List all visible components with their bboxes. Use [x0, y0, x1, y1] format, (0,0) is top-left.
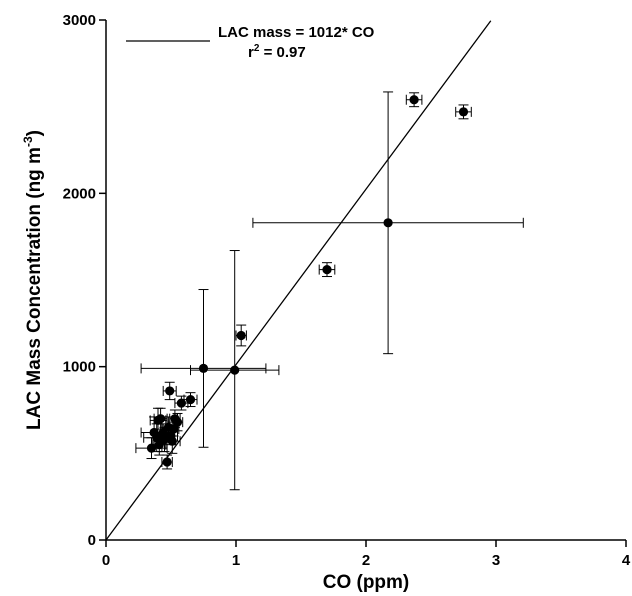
legend-r2-sup: 2	[254, 43, 260, 54]
data-point-group	[174, 395, 189, 411]
data-point	[169, 424, 179, 434]
data-point-group	[235, 324, 247, 347]
legend-r2-suffix: = 0.97	[259, 44, 305, 61]
axis-ticks: 0 1 2 3 4 0 1000 2000 3000	[63, 12, 631, 569]
y-axis-title-sup: -3	[21, 136, 35, 147]
data-point	[322, 265, 332, 275]
data-point	[156, 414, 166, 424]
x-tick-label: 4	[622, 552, 631, 569]
y-tick-label: 0	[88, 532, 96, 549]
data-point-group	[171, 412, 184, 432]
data-point-group	[405, 92, 423, 108]
data-point	[409, 95, 419, 105]
legend-fit-label: LAC mass = 1012* CO	[218, 24, 375, 41]
data-point	[230, 365, 240, 375]
y-tick-label: 1000	[63, 359, 96, 376]
data-point-group	[140, 289, 267, 448]
data-point-group	[153, 407, 168, 430]
data-point-group	[318, 262, 336, 278]
data-point	[458, 107, 469, 117]
legend: LAC mass = 1012* CO r2 = 0.97	[126, 24, 375, 61]
y-tick-label: 3000	[63, 12, 96, 29]
y-axis-title-main: LAC Mass Concentration (ng m	[24, 147, 45, 430]
data-points-layer	[135, 91, 524, 491]
data-point	[198, 363, 209, 373]
x-tick-label: 3	[492, 552, 500, 569]
x-tick-label: 1	[232, 552, 240, 569]
data-point	[185, 395, 196, 405]
y-axis-title: LAC Mass Concentration (ng m-3)	[21, 130, 45, 430]
data-point-group	[455, 104, 472, 120]
data-point	[383, 218, 393, 228]
x-tick-label: 0	[102, 552, 110, 569]
data-point-group	[190, 250, 280, 491]
data-point-group	[167, 421, 180, 437]
legend-r2-label: r2 = 0.97	[248, 43, 306, 61]
data-point	[167, 436, 177, 446]
y-axis-title-tail: )	[24, 130, 45, 136]
data-point	[165, 386, 175, 396]
data-point	[236, 330, 246, 341]
data-point	[172, 417, 183, 427]
data-point-group	[252, 91, 524, 355]
x-tick-label: 2	[362, 552, 370, 569]
legend-r2-prefix: r	[248, 44, 254, 61]
data-point-group	[162, 381, 177, 401]
data-point-group	[183, 392, 198, 408]
data-point-group	[161, 454, 173, 470]
data-point	[162, 457, 172, 467]
y-tick-label: 2000	[63, 185, 96, 202]
x-axis-title: CO (ppm)	[323, 572, 410, 593]
